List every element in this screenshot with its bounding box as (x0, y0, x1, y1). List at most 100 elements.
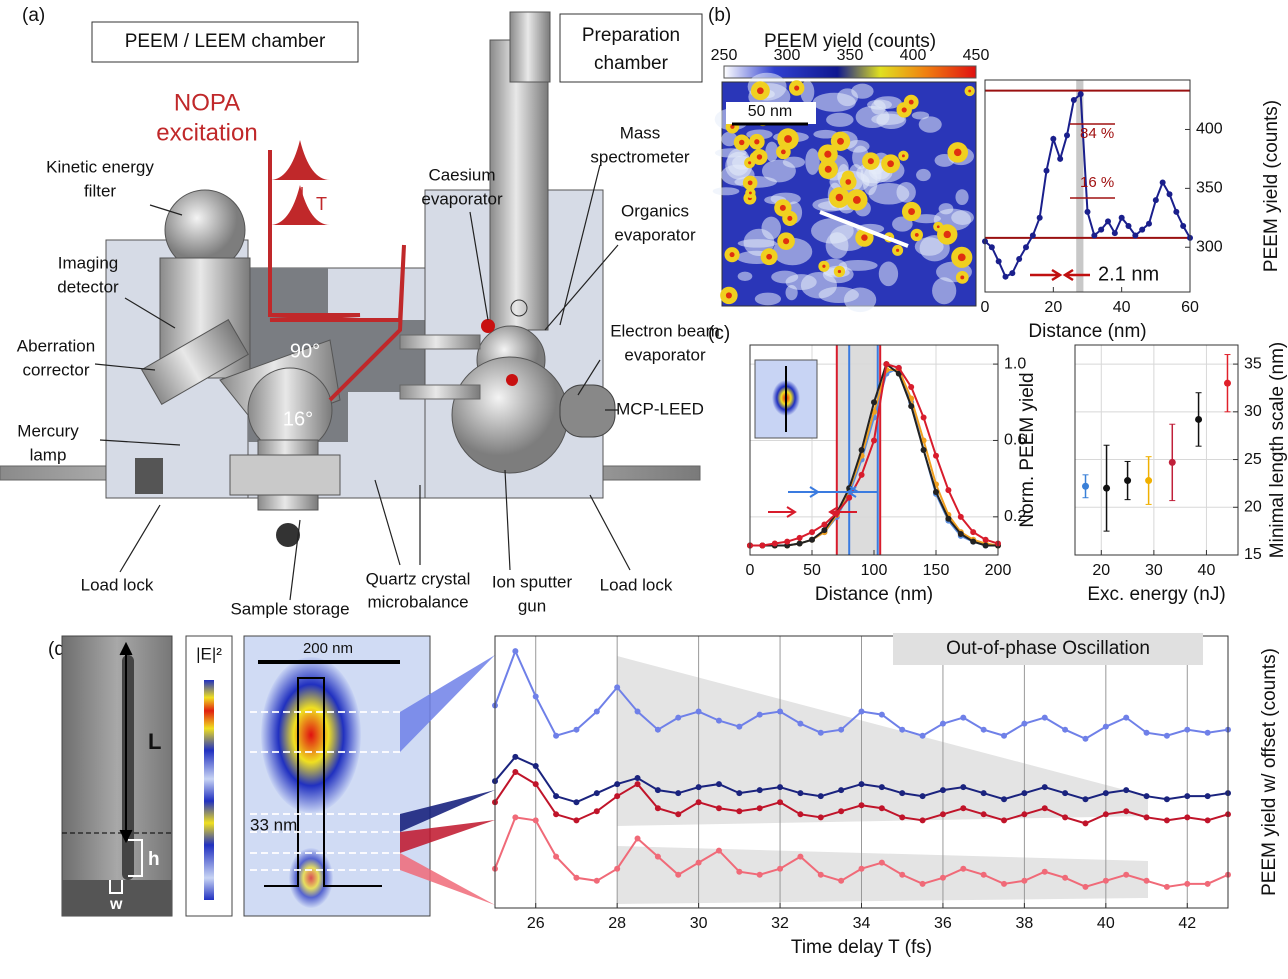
data-point (1021, 877, 1028, 884)
data-point (1102, 877, 1109, 884)
antenna (122, 655, 134, 880)
height-label: h (148, 849, 160, 870)
data-point (1102, 790, 1109, 797)
y-tick-label: 0.6 (1004, 432, 1026, 449)
excitation-label: excitation (156, 119, 257, 146)
data-point (1029, 232, 1036, 239)
map-spot (824, 150, 832, 158)
substrate (62, 880, 172, 916)
map-spot (901, 154, 905, 158)
data-point (1041, 784, 1048, 791)
map-texture (754, 292, 782, 306)
map-texture (712, 187, 740, 196)
x-tick-label: 0 (981, 299, 990, 316)
chamber-label: PEEM / LEEM chamber (125, 31, 326, 52)
map-spot (729, 252, 735, 258)
y-tick-label: 0.2 (1004, 508, 1026, 525)
data-point (1125, 223, 1132, 230)
x-tick-label: 200 (985, 562, 1012, 579)
component-label: Aberration (17, 336, 95, 355)
data-point (980, 790, 987, 797)
x-axis-label: Exc. energy (nJ) (1087, 584, 1225, 605)
data-point (1043, 167, 1050, 174)
data-point (838, 877, 845, 884)
map-texture (955, 189, 969, 206)
map-spot (748, 161, 752, 165)
data-point (980, 871, 987, 878)
sem-image (61, 635, 173, 917)
data-point (1184, 726, 1191, 733)
data-point (895, 364, 902, 371)
data-point (871, 399, 877, 406)
data-point (858, 471, 865, 478)
data-point (939, 787, 946, 794)
map-spot (756, 87, 764, 95)
map-texture (721, 131, 738, 147)
data-point (777, 784, 784, 791)
map-texture (737, 271, 753, 281)
map-spot (754, 139, 760, 145)
colorbar-tick-label: 350 (837, 47, 864, 64)
data-point (919, 732, 926, 739)
data-point (695, 784, 702, 791)
data-point (736, 790, 743, 797)
map-texture (812, 92, 856, 112)
map-spot (896, 248, 900, 252)
data-point (817, 814, 824, 821)
plot-frame (494, 635, 1229, 909)
arrow (768, 506, 857, 518)
data-point (553, 853, 560, 860)
x-axis-label: Time delay T (fs) (791, 937, 932, 958)
data-point (1082, 883, 1089, 890)
data-point (1057, 155, 1064, 162)
data-point (1123, 714, 1130, 721)
data-point (920, 447, 927, 453)
data-point (982, 536, 989, 543)
band (1076, 80, 1084, 292)
data-point (970, 538, 977, 545)
x-tick-label: 28 (608, 915, 626, 932)
data-point (1016, 256, 1023, 263)
map-texture (843, 287, 877, 313)
data-point (512, 814, 519, 821)
component-label: Quartz crystal (366, 569, 471, 588)
data-point (1021, 790, 1028, 797)
data-point (1062, 874, 1069, 881)
component-label: Mercury (17, 421, 79, 440)
data-point (945, 515, 952, 522)
data-point (878, 859, 885, 866)
map-spot (960, 275, 965, 280)
component-label: filter (84, 181, 116, 200)
map-spot (953, 148, 962, 157)
phase-shade (617, 656, 1148, 826)
data-point (1143, 793, 1150, 800)
data-point (980, 726, 987, 733)
data-point (919, 817, 926, 824)
colorbar-tick-label: 400 (900, 47, 927, 64)
lock (135, 458, 163, 494)
data-point (1195, 415, 1203, 423)
data-point (777, 708, 784, 715)
data-point (957, 531, 964, 537)
component-label: Imaging (58, 253, 118, 272)
data-point (1050, 135, 1057, 142)
data-point (982, 542, 989, 549)
data-point (593, 708, 600, 715)
data-point (899, 790, 906, 797)
map-texture (838, 259, 878, 271)
map-spot (787, 215, 793, 221)
data-point (1118, 214, 1125, 221)
map-texture (765, 141, 779, 162)
data-point (1204, 793, 1211, 800)
map-spot (824, 165, 832, 173)
data-point (573, 726, 580, 733)
component-label: corrector (22, 360, 89, 379)
data-point (1159, 179, 1166, 186)
data-point (939, 720, 946, 727)
data-point (858, 865, 865, 872)
data-point (1021, 720, 1028, 727)
data-point (675, 811, 682, 818)
data-point (1062, 726, 1069, 733)
port (481, 319, 495, 333)
data-point (970, 529, 977, 536)
